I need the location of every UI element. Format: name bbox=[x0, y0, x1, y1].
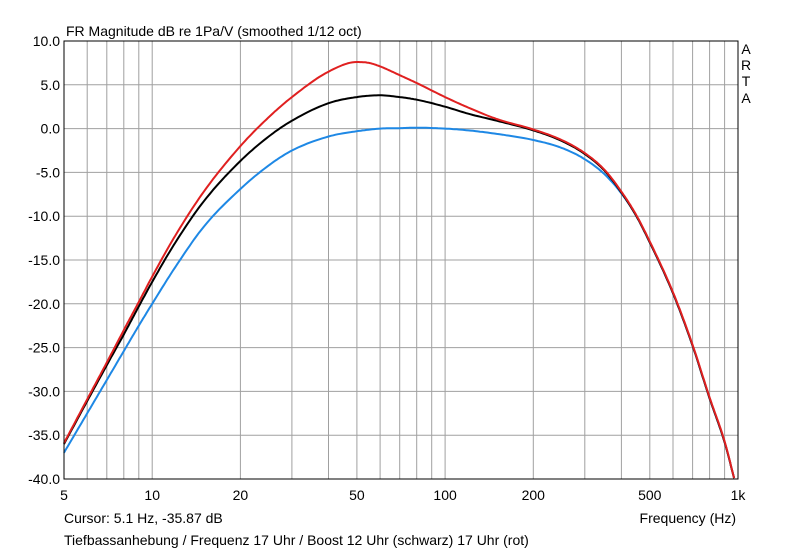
chart-title: FR Magnitude dB re 1Pa/V (smoothed 1/12 … bbox=[66, 23, 362, 39]
y-tick-label: 0.0 bbox=[41, 121, 61, 137]
brand-letter: A bbox=[741, 41, 751, 57]
y-tick-label: -30.0 bbox=[28, 383, 60, 399]
x-tick-label: 500 bbox=[638, 487, 662, 503]
x-axis-label: Frequency (Hz) bbox=[640, 510, 736, 526]
cursor-readout: Cursor: 5.1 Hz, -35.87 dB bbox=[64, 510, 223, 526]
y-tick-label: -15.0 bbox=[28, 252, 60, 268]
y-tick-label: -35.0 bbox=[28, 427, 60, 443]
brand-letter: A bbox=[741, 90, 751, 106]
y-tick-label: -40.0 bbox=[28, 471, 60, 487]
plot-border bbox=[63, 40, 739, 480]
series-line-2 bbox=[63, 61, 736, 479]
y-tick-label: -20.0 bbox=[28, 296, 60, 312]
x-tick-label: 200 bbox=[522, 487, 546, 503]
x-tick-label: 1k bbox=[731, 487, 747, 503]
y-tick-label: -25.0 bbox=[28, 340, 60, 356]
x-tick-label: 20 bbox=[233, 487, 249, 503]
arta-brand: A R T A bbox=[741, 41, 751, 106]
chart-caption: Tiefbassanhebung / Frequenz 17 Uhr / Boo… bbox=[64, 532, 529, 548]
grid bbox=[64, 41, 738, 479]
y-tick-label: -10.0 bbox=[28, 208, 60, 224]
x-axis-tick-labels: 5 10 20 50 100 200 500 1k bbox=[60, 487, 746, 503]
x-tick-label: 50 bbox=[349, 487, 365, 503]
y-axis-tick-labels: 10.0 5.0 0.0 -5.0 -10.0 -15.0 -20.0 -25.0 -30.0 -… bbox=[28, 33, 60, 487]
x-tick-label: 10 bbox=[144, 487, 160, 503]
y-tick-label: -5.0 bbox=[36, 164, 60, 180]
y-tick-label: 5.0 bbox=[41, 77, 61, 93]
brand-letter: R bbox=[741, 57, 751, 73]
x-tick-label: 100 bbox=[433, 487, 457, 503]
series-layer bbox=[63, 61, 736, 479]
x-tick-label: 5 bbox=[60, 487, 68, 503]
y-tick-label: 10.0 bbox=[33, 33, 60, 49]
brand-letter: T bbox=[742, 73, 751, 89]
